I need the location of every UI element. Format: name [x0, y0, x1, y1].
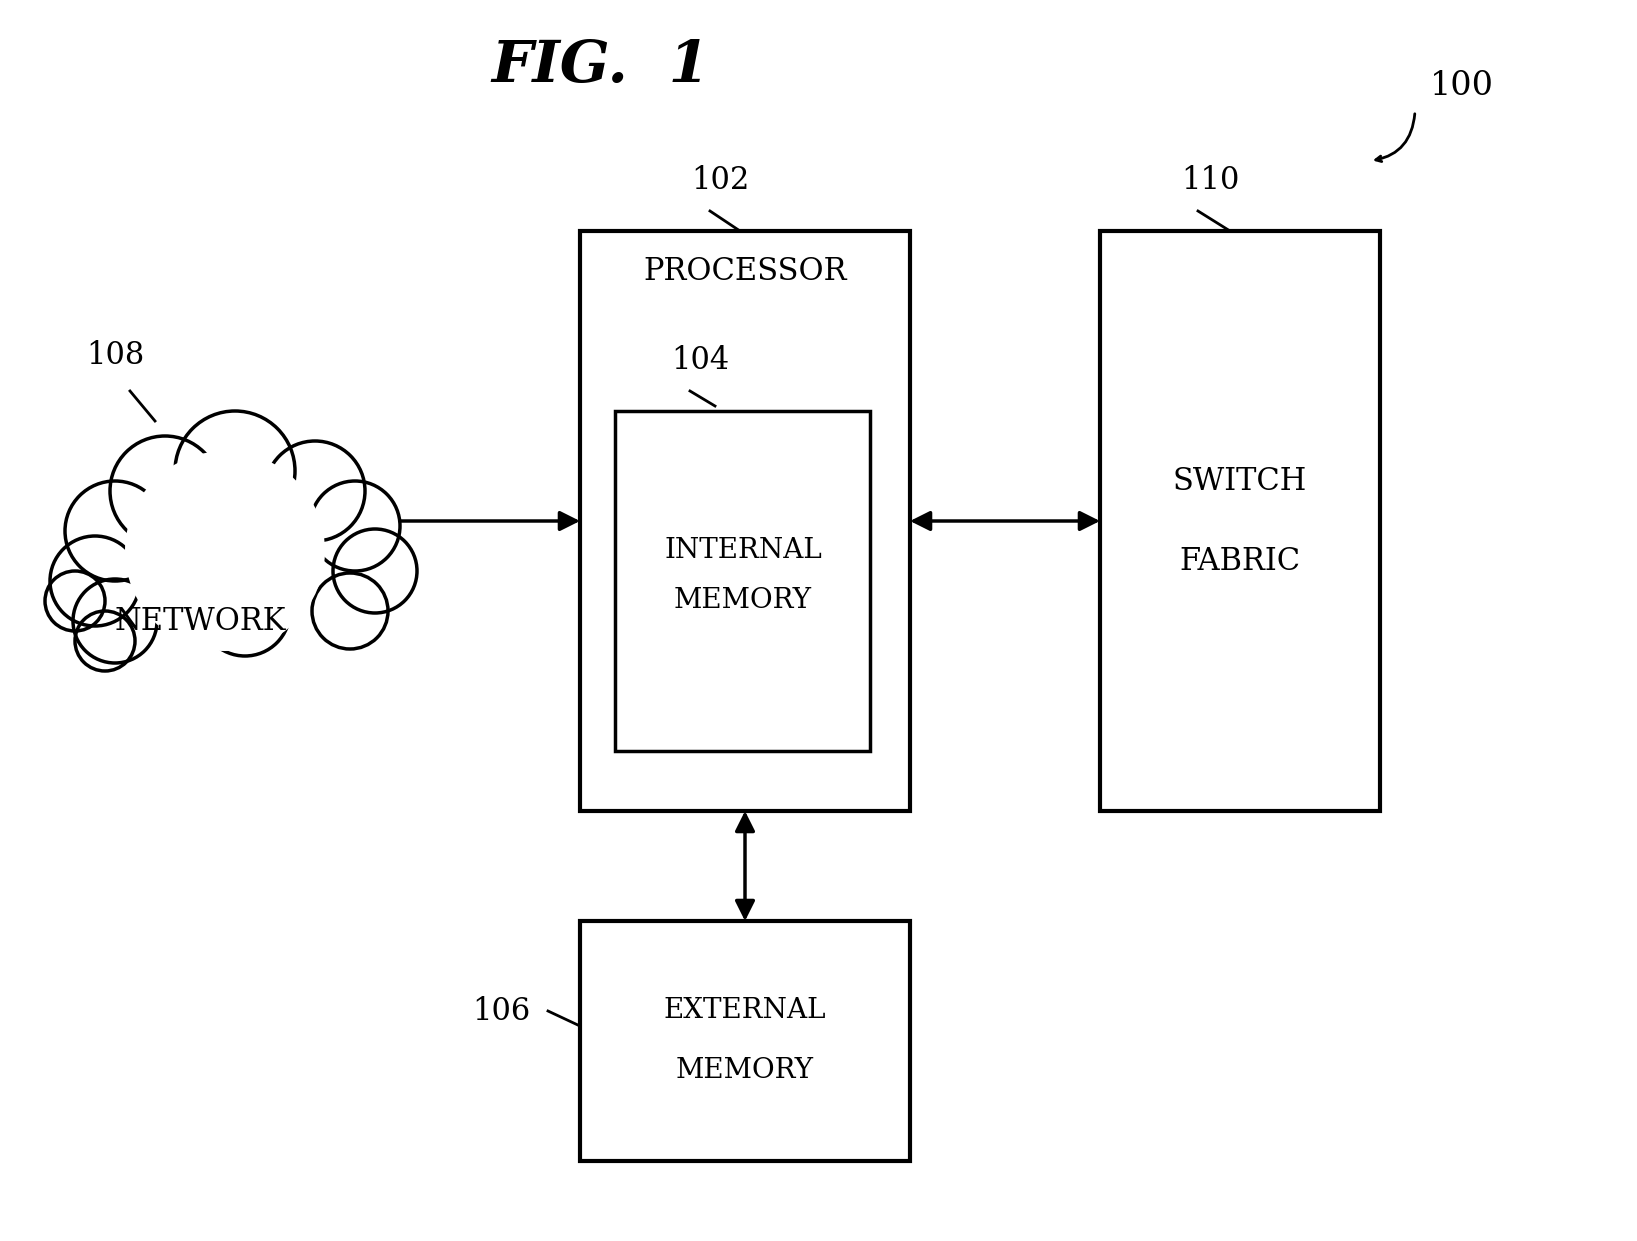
Text: MEMORY: MEMORY [676, 1057, 814, 1085]
Circle shape [74, 580, 157, 663]
Text: 102: 102 [691, 165, 750, 196]
Text: 104: 104 [671, 345, 728, 376]
Circle shape [309, 482, 399, 571]
Bar [1100, 231, 1380, 812]
Text: 110: 110 [1180, 165, 1239, 196]
Text: EXTERNAL: EXTERNAL [663, 998, 827, 1025]
Circle shape [200, 566, 290, 656]
Text: 106: 106 [471, 995, 530, 1026]
Circle shape [265, 441, 365, 541]
Circle shape [313, 573, 388, 649]
Text: PROCESSOR: PROCESSOR [643, 256, 846, 287]
Text: 100: 100 [1431, 69, 1495, 102]
Circle shape [51, 536, 141, 625]
Circle shape [332, 529, 417, 613]
Circle shape [65, 482, 165, 581]
Text: NETWORK: NETWORK [115, 606, 286, 637]
Text: FIG.  1: FIG. 1 [491, 37, 709, 94]
Text: SWITCH: SWITCH [1172, 465, 1306, 496]
Circle shape [124, 450, 326, 652]
Circle shape [75, 611, 134, 671]
Circle shape [110, 436, 219, 546]
Text: MEMORY: MEMORY [674, 587, 812, 614]
Bar [579, 921, 910, 1162]
Text: INTERNAL: INTERNAL [665, 537, 822, 565]
Text: 108: 108 [85, 340, 144, 371]
Text: FABRIC: FABRIC [1179, 546, 1300, 577]
Bar [579, 231, 910, 812]
Circle shape [44, 571, 105, 630]
Circle shape [175, 411, 295, 531]
Bar [616, 411, 869, 751]
